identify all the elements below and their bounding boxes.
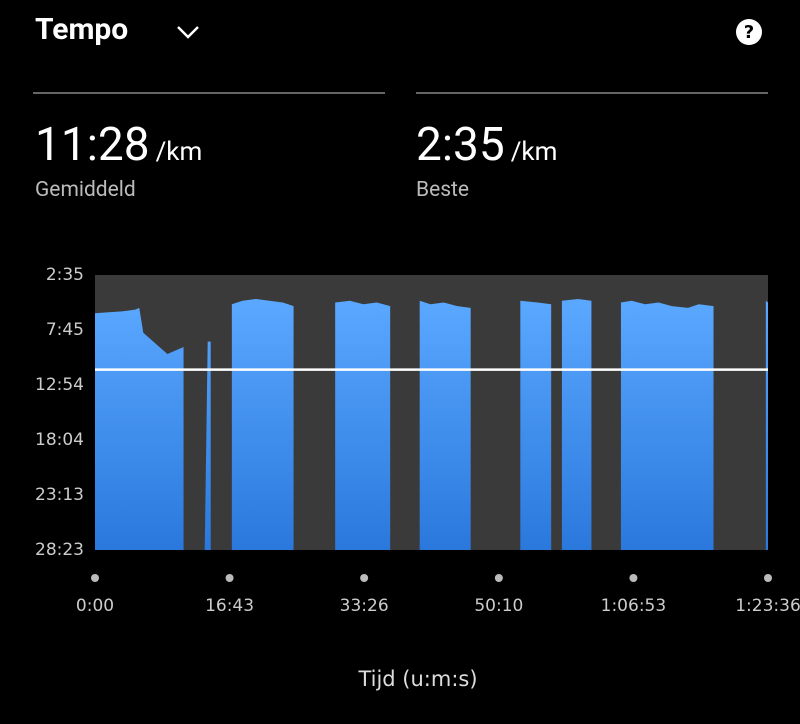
y-tick-label: 2:35 (46, 265, 84, 285)
x-tick-dot (764, 574, 772, 582)
stat: 2:35/km Beste (416, 118, 557, 202)
stat-label: Gemiddeld (35, 178, 136, 202)
x-tick-dot (91, 574, 99, 582)
divider (33, 92, 385, 94)
x-axis-label: Tijd (u:m:s) (357, 667, 477, 691)
x-tick-dot (360, 574, 369, 582)
y-tick-label: 23:13 (35, 485, 84, 505)
stat-value: 2:35 (416, 118, 505, 172)
stat-unit: /km (510, 137, 558, 167)
y-tick-label: 18:04 (35, 430, 84, 450)
y-tick-label: 28:23 (35, 540, 84, 560)
y-tick-label: 7:45 (46, 320, 84, 340)
x-tick-dot (629, 574, 638, 582)
x-tick-dot (225, 574, 234, 582)
stat-value: 11:28 (35, 118, 150, 172)
y-tick-label: 12:54 (35, 375, 84, 395)
x-tick-label: 33:26 (340, 596, 389, 616)
stat-unit: /km (155, 137, 203, 167)
x-tick-dot (494, 574, 503, 582)
x-tick-label: 50:10 (474, 596, 523, 616)
x-tick-label: 16:43 (205, 596, 254, 616)
help-mark: ? (744, 22, 754, 43)
help-icon[interactable] (736, 19, 762, 45)
stat-label: Beste (416, 178, 470, 202)
stat: 11:28/km Gemiddeld (35, 118, 202, 202)
x-tick-label: 1:23:36 (735, 596, 800, 616)
divider (416, 92, 768, 94)
x-tick-label: 0:00 (76, 596, 114, 616)
x-tick-label: 1:06:53 (601, 596, 667, 616)
title[interactable]: Tempo (35, 12, 129, 47)
dropdown-chevron[interactable] (177, 26, 199, 39)
pace-area (95, 298, 768, 550)
